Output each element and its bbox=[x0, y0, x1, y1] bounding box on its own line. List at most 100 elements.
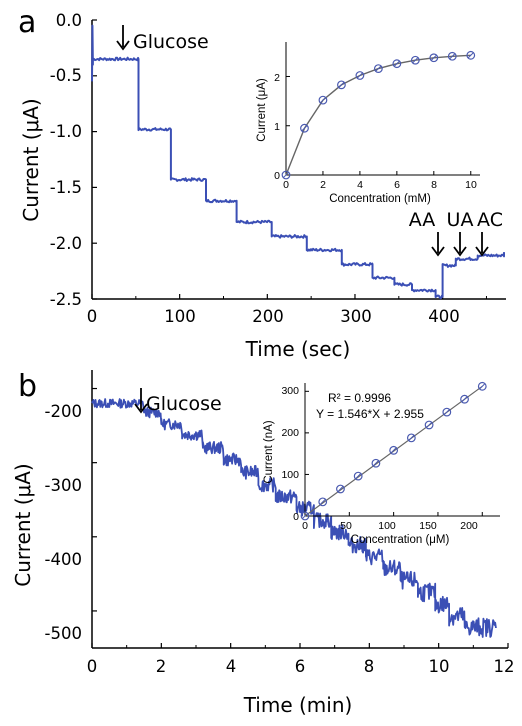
panel-a-x-tick-label: 200 bbox=[252, 307, 284, 326]
inset-a-data-point bbox=[392, 59, 402, 69]
panel-a: a 0 100 200 300 400 0.0 -0.5 -1.0 -1.5 -… bbox=[18, 5, 506, 361]
panel-b-y-axis-title: Current (μA) bbox=[11, 463, 35, 587]
ac-annotation: AC bbox=[477, 209, 503, 231]
glucose-annotation: Glucose bbox=[146, 393, 222, 415]
inset-b-data-point bbox=[371, 458, 381, 468]
inset-b-y-tick-label: 0 bbox=[293, 511, 299, 523]
inset-a-y-tick-label: 0 bbox=[274, 170, 280, 182]
inset-b-x-tick-label: 0 bbox=[302, 520, 308, 532]
inset-b-data-point bbox=[318, 497, 328, 507]
inset-b-marker-slash bbox=[479, 383, 486, 390]
inset-b-x-tick-label: 200 bbox=[460, 520, 478, 532]
panel-a-annotations: Glucose AA UA AC bbox=[116, 25, 503, 257]
panel-b-tick-labels: 0 2 4 6 8 10 12 -200 -300 -400 -500 bbox=[45, 402, 515, 676]
inset-b-data-point bbox=[353, 471, 363, 481]
panel-b-ticks bbox=[91, 387, 509, 648]
inset-b-data-point bbox=[477, 381, 487, 391]
inset-b-x-axis-title: Concentration (μM) bbox=[351, 534, 450, 546]
inset-a-data-point bbox=[355, 71, 365, 80]
inset-b-y-tick-label: 300 bbox=[281, 385, 299, 397]
inset-b-data-point bbox=[460, 394, 469, 404]
inset-a-y-tick-label: 2 bbox=[274, 72, 280, 84]
inset-b-x-tick-label: 100 bbox=[378, 520, 396, 532]
inset-b-data-point bbox=[424, 420, 434, 430]
panel-letter-b: b bbox=[18, 369, 37, 404]
inset-a-data-point bbox=[281, 170, 291, 180]
inset-b-fit-equation: Y = 1.546*X + 2.955 bbox=[316, 407, 424, 421]
panel-b-y-tick-label: -200 bbox=[45, 402, 82, 421]
panel-a-x-axis-title: Time (sec) bbox=[245, 337, 351, 361]
inset-b-marker-slash bbox=[372, 460, 379, 467]
inset-a-fit-curve bbox=[285, 54, 471, 176]
panel-a-current-trace bbox=[91, 24, 505, 300]
glucose-annotation: Glucose bbox=[133, 31, 209, 53]
inset-b-data-point bbox=[406, 433, 416, 443]
panel-b-x-tick-label: 2 bbox=[156, 657, 167, 676]
inset-b-fit-line bbox=[304, 385, 483, 517]
inset-b-marker-slash bbox=[319, 498, 326, 505]
inset-a-x-tick-label: 4 bbox=[357, 179, 363, 191]
panel-a-y-tick-label: -2.0 bbox=[50, 234, 82, 253]
inset-b-x-tick-label: 50 bbox=[340, 520, 352, 532]
inset-a-x-tick-label: 2 bbox=[320, 179, 326, 191]
inset-a-marker-slash bbox=[412, 57, 419, 64]
inset-a-marker-slash bbox=[338, 81, 345, 88]
inset-b-r2-label: R² = 0.9996 bbox=[328, 391, 391, 405]
inset-b-marker-slash bbox=[355, 473, 362, 480]
inset-b-data-point bbox=[389, 445, 399, 455]
panel-a-y-tick-label: -2.5 bbox=[50, 290, 82, 309]
inset-b-marker-slash bbox=[390, 447, 397, 454]
inset-a-data-point bbox=[373, 64, 383, 73]
inset-a-x-tick-label: 0 bbox=[283, 179, 289, 191]
panel-b-y-tick-label: -300 bbox=[45, 476, 82, 495]
panel-b-x-tick-label: 6 bbox=[295, 657, 306, 676]
inset-b-marker-slash bbox=[426, 421, 433, 429]
inset-a-marker-slash bbox=[393, 60, 400, 67]
inset-a-markers bbox=[281, 50, 476, 180]
inset-a-y-tick-label: 1 bbox=[274, 121, 280, 133]
panel-b: b 0 2 4 6 8 10 12 -200 -300 -400 -500 Ti… bbox=[11, 369, 515, 717]
panel-a-x-tick-label: 400 bbox=[428, 307, 460, 326]
inset-a-x-axis-title: Concentration (mM) bbox=[329, 193, 431, 205]
inset-a-marker-slash bbox=[319, 97, 327, 104]
inset-b-y-axis-title: Current (nA) bbox=[263, 420, 275, 483]
inset-b-marker-slash bbox=[408, 434, 415, 441]
down-arrow-icon bbox=[116, 25, 130, 51]
panel-b-x-axis-title: Time (min) bbox=[243, 693, 353, 717]
panel-a-y-tick-label: 0.0 bbox=[56, 11, 82, 30]
inset-a-data-point bbox=[410, 55, 420, 65]
inset-a-x-tick-label: 10 bbox=[465, 179, 477, 191]
inset-a-marker-slash bbox=[356, 72, 363, 79]
inset-a-marker-slash bbox=[301, 125, 308, 132]
inset-a-marker-slash bbox=[375, 65, 382, 72]
inset-a-y-axis-title: Current (μA) bbox=[256, 78, 268, 142]
panel-b-x-tick-label: 10 bbox=[429, 657, 450, 676]
panel-a-y-tick-label: -1.5 bbox=[50, 178, 82, 197]
inset-b-marker-slash bbox=[337, 485, 344, 493]
inset-b-marker-slash bbox=[461, 396, 468, 403]
panel-a-ticks bbox=[91, 19, 487, 300]
inset-b-data-point bbox=[300, 511, 310, 521]
panel-b-y-tick-label: -400 bbox=[45, 550, 82, 569]
panel-b-inset: 0 50 100 150 200 0 100 200 300 Concentra… bbox=[263, 381, 500, 546]
panel-a-x-tick-label: 100 bbox=[164, 307, 196, 326]
down-arrow-icon bbox=[431, 232, 445, 257]
inset-a-ticks bbox=[285, 75, 472, 176]
panel-a-y-axis-title: Current (μA) bbox=[19, 98, 43, 222]
inset-a-marker-slash bbox=[449, 53, 456, 60]
panel-b-x-tick-label: 12 bbox=[494, 657, 515, 676]
panel-a-x-tick-label: 300 bbox=[340, 307, 372, 326]
panel-b-x-tick-label: 0 bbox=[87, 657, 98, 676]
panel-a-x-tick-label: 0 bbox=[87, 307, 98, 326]
down-arrow-icon bbox=[134, 388, 148, 414]
inset-b-data-point bbox=[336, 484, 345, 494]
panel-b-x-tick-label: 4 bbox=[226, 657, 237, 676]
inset-a-data-point bbox=[318, 95, 328, 105]
inset-b-x-tick-label: 150 bbox=[419, 520, 437, 532]
panel-b-current-trace bbox=[91, 398, 497, 638]
inset-b-markers bbox=[300, 381, 487, 521]
down-arrow-icon bbox=[475, 232, 489, 257]
inset-a-data-point bbox=[429, 53, 439, 63]
inset-b-data-point bbox=[442, 407, 452, 417]
panel-a-axes bbox=[91, 20, 506, 300]
